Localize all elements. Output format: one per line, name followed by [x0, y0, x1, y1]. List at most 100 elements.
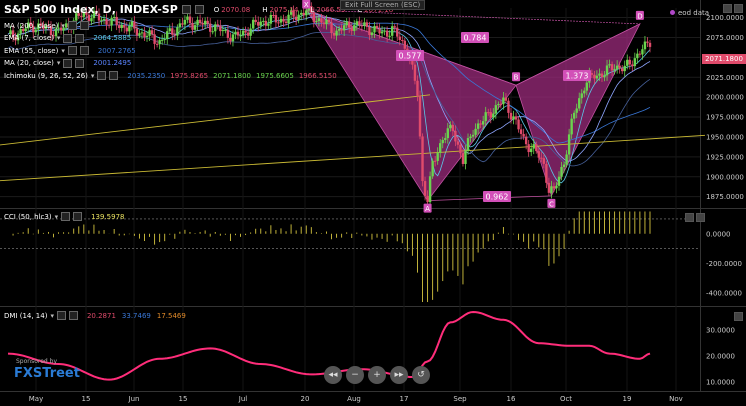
candle-body	[476, 123, 480, 129]
rewind-icon[interactable]: ◂◂	[324, 366, 342, 384]
settings-icon[interactable]	[181, 5, 191, 14]
candle-body	[648, 42, 652, 47]
ratio-ac-label-box	[483, 191, 511, 202]
candle-body	[403, 40, 407, 49]
dmi-close-button-icon[interactable]	[68, 311, 78, 320]
candle-body	[514, 116, 518, 120]
dmi-settings-icon[interactable]	[56, 311, 66, 320]
fxstreet-logo[interactable]: FXSTreet	[14, 366, 80, 381]
candle-body	[342, 25, 346, 31]
candle-body	[517, 119, 520, 130]
ohlc-value: 2070.08	[221, 5, 251, 14]
candle-body	[643, 41, 647, 50]
cci-settings-icon[interactable]	[61, 212, 71, 221]
candle-body	[310, 6, 313, 13]
indicator-settings-icon[interactable]	[67, 21, 77, 30]
time-axis: May 15 Jun 15 Jul 20 Aug 17 Sep 16 Oct 19 Nov	[29, 395, 683, 403]
candle-body	[130, 21, 134, 26]
indicator-close-icon[interactable]	[79, 46, 89, 55]
time-tick-label: 20	[301, 395, 310, 403]
candle-body	[244, 30, 247, 33]
candle-body	[567, 134, 571, 155]
indicator-row: MA (20, close) ▾ 2001.2495	[4, 58, 131, 68]
dmi-value: 33.7469	[121, 311, 151, 320]
exit-fullscreen-button[interactable]: Exit Full Screen (ESC)	[340, 0, 426, 10]
reset-icon[interactable]: ↺	[412, 366, 430, 384]
candle-body	[388, 35, 391, 37]
cci-tick-label: 0.0000	[706, 230, 731, 238]
candle-body	[504, 97, 508, 101]
ratio-ac-label: 0.962	[486, 193, 509, 202]
candle-body	[143, 32, 146, 38]
dmi-label: DMI (14, 14)	[4, 311, 48, 320]
candle-body	[178, 23, 182, 28]
candle-body	[186, 16, 189, 20]
indicator-settings-icon[interactable]	[63, 33, 73, 43]
candle-body	[583, 90, 586, 94]
chevron-down-icon[interactable]: ▾	[54, 212, 59, 221]
zoom-in-icon[interactable]: +	[368, 366, 386, 384]
close-icon[interactable]	[194, 5, 204, 14]
point-c-box	[547, 198, 556, 208]
candle-body	[118, 25, 121, 28]
candle-body	[456, 141, 460, 145]
indicator-close-icon[interactable]	[75, 33, 85, 43]
chevron-down-icon[interactable]: ▾	[56, 59, 61, 67]
candle-body	[545, 163, 548, 183]
cci-close-icon[interactable]	[696, 213, 705, 222]
candle-body	[90, 18, 93, 22]
candle-body	[628, 59, 631, 65]
candle-body	[173, 34, 177, 36]
candle-body	[605, 65, 609, 76]
candle-body	[398, 36, 401, 41]
zoom-out-icon[interactable]: −	[346, 366, 364, 384]
candle-body	[494, 105, 498, 114]
candle-body	[439, 143, 442, 153]
candle-body	[401, 40, 404, 42]
candle-body	[155, 43, 159, 45]
cci-maximize-icon[interactable]	[685, 213, 694, 222]
candle-body	[431, 160, 434, 177]
candle-body	[469, 136, 472, 139]
indicator-settings-icon[interactable]	[63, 58, 73, 68]
candle-body	[102, 19, 106, 21]
pane-close-icon[interactable]	[734, 4, 743, 13]
candle-body	[332, 32, 336, 36]
candle-body	[211, 31, 214, 33]
candle-body	[613, 69, 616, 71]
candle-body	[618, 65, 621, 69]
candle-body	[274, 15, 278, 23]
time-tick-label: Nov	[669, 395, 683, 403]
candle-body	[418, 95, 422, 137]
chevron-down-icon[interactable]: ▾	[90, 71, 95, 80]
pane-maximize-icon[interactable]	[723, 4, 732, 13]
candle-body	[284, 21, 288, 23]
cci-close-button-icon[interactable]	[73, 212, 83, 221]
indicator-close-icon[interactable]	[75, 58, 85, 68]
candle-body	[241, 30, 245, 36]
candle-body	[535, 144, 538, 152]
price-tick-label: 1925.0000	[706, 153, 744, 161]
indicator-close-icon[interactable]	[109, 71, 119, 80]
indicator-close-icon[interactable]	[79, 21, 89, 30]
sponsor-label: Sponsored by	[16, 358, 57, 365]
candle-body	[32, 25, 35, 33]
candle-body	[560, 166, 563, 177]
chevron-down-icon[interactable]: ▾	[61, 46, 65, 55]
forward-icon[interactable]: ▸▸	[390, 366, 408, 384]
candle-body	[259, 21, 262, 26]
dmi-close-icon[interactable]	[734, 312, 743, 321]
chevron-down-icon[interactable]: ▾	[50, 311, 54, 320]
chevron-down-icon[interactable]: ▾	[61, 21, 65, 30]
price-tick-label: 1900.0000	[706, 173, 744, 181]
indicator-settings-icon[interactable]	[67, 46, 77, 55]
dmi-tick-label: 30.0000	[706, 327, 735, 335]
candle-body	[547, 182, 551, 193]
candle-body	[77, 13, 80, 16]
indicator-settings-icon[interactable]	[97, 71, 107, 80]
dmi-values: 20.2871 33.7469 17.5469	[87, 312, 192, 320]
candle-body	[378, 28, 381, 34]
chevron-down-icon[interactable]: ▾	[56, 34, 61, 42]
candle-body	[168, 28, 171, 32]
